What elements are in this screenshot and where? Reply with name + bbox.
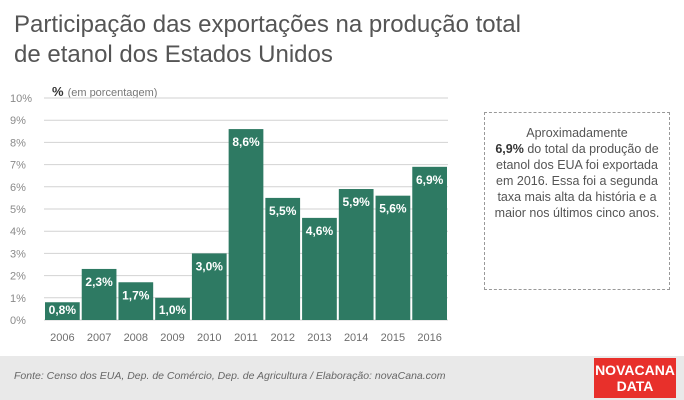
chart-title: Participação das exportações na produção…: [14, 11, 521, 68]
y-tick-label: 4%: [10, 226, 26, 238]
unit-symbol: %: [52, 84, 64, 99]
data-label: 0,8%: [49, 303, 77, 317]
y-tick-label: 1%: [10, 293, 26, 305]
data-label: 2,3%: [85, 275, 113, 289]
data-label: 3,0%: [196, 259, 224, 273]
note-pre: Aproximadamente: [526, 126, 628, 140]
data-label: 6,9%: [416, 173, 444, 187]
x-tick-label: 2015: [381, 332, 405, 344]
y-tick-label: 5%: [10, 204, 26, 216]
unit-text: (em porcentagem): [67, 87, 158, 99]
x-tick-label: 2014: [344, 332, 368, 344]
bar: [45, 302, 80, 320]
y-tick-label: 3%: [10, 248, 26, 260]
y-tick-labels: 0% 1% 2% 3% 4% 5% 6% 7% 8% 9% 10%: [10, 93, 32, 327]
data-label: 4,6%: [306, 224, 334, 238]
y-tick-label: 10%: [10, 93, 32, 105]
bar: [81, 268, 117, 320]
data-label: 5,5%: [269, 204, 297, 218]
x-tick-label: 2007: [87, 332, 111, 344]
source-text: Fonte: Censo dos EUA, Dep. de Comércio, …: [14, 370, 446, 382]
data-label: 5,6%: [379, 202, 407, 216]
y-tick-label: 6%: [10, 182, 26, 194]
unit-label: % (em porcentagem): [52, 84, 157, 99]
data-label: 8,6%: [232, 135, 260, 149]
bar: [412, 166, 447, 320]
x-tick-label: 2008: [124, 332, 148, 344]
bar: [302, 217, 337, 320]
x-tick-label: 2009: [160, 332, 184, 344]
bar: [228, 129, 264, 320]
novacana-logo: NOVACANA DATA: [594, 358, 676, 398]
note-post: do total da produção de etanol dos EUA f…: [494, 142, 660, 220]
bar: [375, 195, 411, 320]
x-tick-label: 2006: [50, 332, 74, 344]
bar: [155, 297, 190, 320]
bar: [118, 282, 154, 320]
bar-chart: 0% 1% 2% 3% 4% 5% 6% 7% 8% 9% 10% 0,8% 2,3% 1,7% 1,0%…: [10, 93, 448, 344]
y-tick-label: 7%: [10, 160, 26, 172]
note-highlight: 6,9%: [495, 142, 524, 156]
y-tick-label: 0%: [10, 315, 26, 327]
footer: Fonte: Censo dos EUA, Dep. de Comércio, …: [0, 356, 684, 400]
data-label: 1,7%: [122, 288, 150, 302]
x-tick-label: 2016: [417, 332, 441, 344]
bar: [265, 197, 301, 320]
data-label: 1,0%: [159, 303, 187, 317]
x-tick-label: 2013: [307, 332, 331, 344]
bars: [45, 129, 447, 320]
x-tick-label: 2012: [270, 332, 294, 344]
note-box: Aproximadamente 6,9% do total da produçã…: [484, 112, 670, 290]
data-label: 5,9%: [343, 195, 371, 209]
y-tick-label: 8%: [10, 137, 26, 149]
logo-line1: NOVACANA: [595, 362, 675, 378]
logo-line2: DATA: [616, 378, 654, 394]
data-labels: 0,8% 2,3% 1,7% 1,0% 3,0% 8,6% 5,5% 4,6% 5,9% 5,6%…: [49, 135, 444, 317]
bar: [338, 189, 374, 320]
x-tick-labels: 2006 2007 2008 2009 2010 2011 2012 2013 2014 2015…: [50, 332, 442, 344]
x-tick-label: 2011: [234, 332, 258, 344]
x-tick-label: 2010: [197, 332, 221, 344]
y-tick-label: 2%: [10, 271, 26, 283]
y-tick-label: 9%: [10, 115, 26, 127]
bar: [191, 253, 227, 320]
